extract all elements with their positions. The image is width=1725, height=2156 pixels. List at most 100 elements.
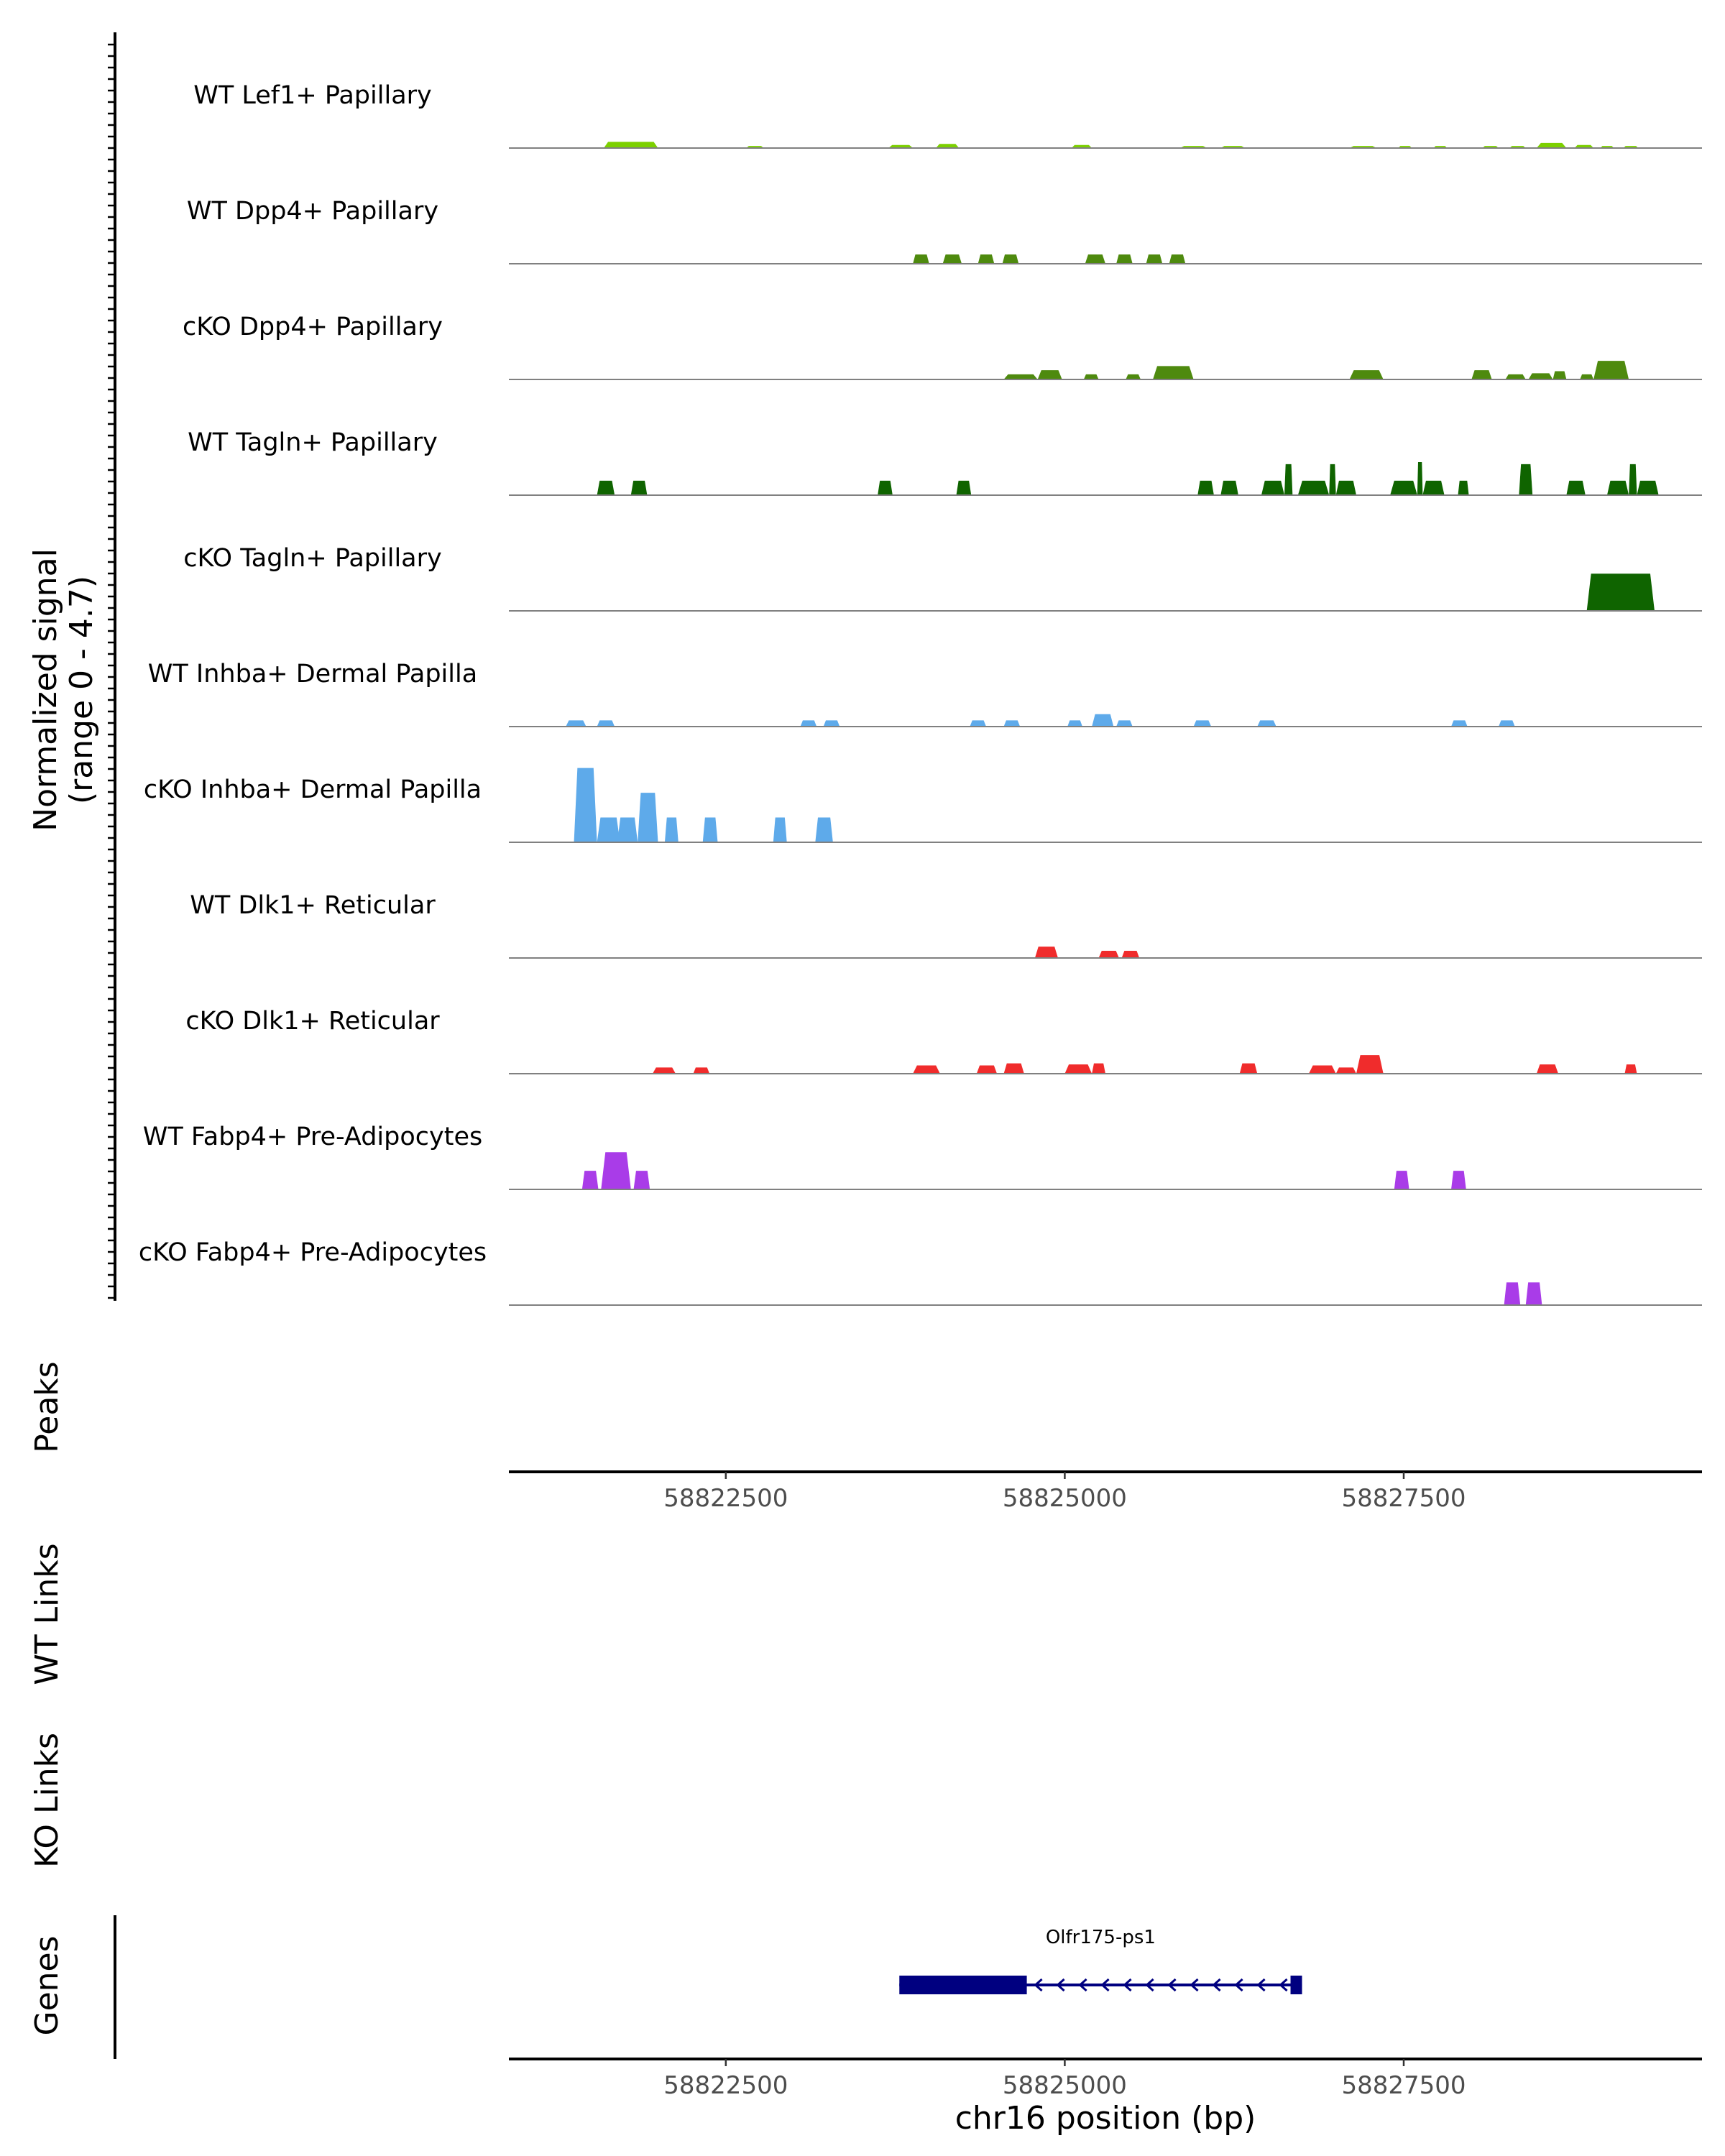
coverage-peak <box>1566 480 1586 495</box>
coverage-peak <box>1519 464 1533 495</box>
coverage-tracks: WT Lef1+ Papillary WT Dpp4+ Papillary cKO … <box>139 81 1702 1306</box>
coverage-peak <box>566 720 586 727</box>
track: cKO Inhba+ Dermal Papilla <box>144 768 1702 843</box>
strand-arrow <box>1256 1978 1266 1992</box>
coverage-peak <box>597 480 615 495</box>
coverage-peak <box>617 817 638 842</box>
peaks-panel-label: Peaks <box>29 1361 65 1452</box>
coverage-peak <box>1034 946 1058 958</box>
coverage-peak <box>1297 480 1330 495</box>
track-label: WT Dpp4+ Papillary <box>187 197 438 226</box>
coverage-peak <box>1329 464 1336 495</box>
track: cKO Dlk1+ Reticular <box>185 1007 1702 1074</box>
gene-exon <box>1290 1976 1302 1994</box>
track-label: cKO Inhba+ Dermal Papilla <box>144 775 482 804</box>
gene-model: Olfr175-ps1 <box>899 1927 1302 1994</box>
peaks-x-axis-ticks: 58822500 58825000 58827500 <box>663 1472 1466 1513</box>
x-tick-label: 58822500 <box>663 1484 788 1513</box>
x-tick-label: 58825000 <box>1003 2071 1127 2100</box>
track-label: WT Inhba+ Dermal Papilla <box>148 660 477 688</box>
coverage-peak <box>1505 374 1526 379</box>
gene-exon <box>899 1976 1027 1994</box>
coverage-peak <box>1525 1282 1542 1305</box>
coverage-peak <box>638 793 658 842</box>
coverage-peak <box>581 1171 599 1189</box>
coverage-peak <box>601 1152 631 1189</box>
signal-axis-ticks <box>108 43 115 1299</box>
coverage-peak <box>823 720 840 727</box>
coverage-peak <box>1284 464 1293 495</box>
coverage-peak <box>1637 480 1659 495</box>
coverage-peak <box>1536 142 1567 148</box>
coverage-peak <box>1098 950 1119 958</box>
coverage-peak <box>773 817 787 842</box>
strand-arrow <box>1034 1978 1043 1992</box>
coverage-peak <box>1085 254 1105 264</box>
coverage-peak <box>1239 1063 1258 1074</box>
coverage-peak <box>664 817 678 842</box>
strand-arrow <box>1212 1978 1221 1992</box>
coverage-peak <box>1116 720 1133 727</box>
coverage-peak <box>1092 1063 1105 1074</box>
track-label: WT Dlk1+ Reticular <box>190 891 436 920</box>
coverage-peak <box>1003 720 1021 727</box>
coverage-peak <box>978 254 995 264</box>
coverage-peak <box>1037 370 1062 379</box>
track: WT Dpp4+ Papillary <box>187 197 1702 264</box>
coverage-peak <box>630 480 648 495</box>
coverage-peak <box>1197 480 1214 495</box>
gene-label: Olfr175-ps1 <box>1046 1927 1156 1948</box>
track: WT Tagln+ Papillary <box>188 428 1702 496</box>
track: WT Fabp4+ Pre-Adipocytes <box>143 1123 1702 1190</box>
coverage-peak <box>597 720 615 727</box>
coverage-peak <box>1146 254 1163 264</box>
strand-arrow <box>1123 1978 1132 1992</box>
coverage-peak <box>1422 480 1445 495</box>
coverage-peak <box>1064 1064 1092 1074</box>
coverage-peak <box>1308 1065 1336 1074</box>
coverage-peak <box>1390 480 1417 495</box>
coverage-peak <box>1002 254 1019 264</box>
coverage-peak <box>1067 720 1082 727</box>
strand-arrow <box>1279 1978 1288 1992</box>
x-tick-label: 58827500 <box>1341 2071 1466 2100</box>
track-label: WT Fabp4+ Pre-Adipocytes <box>143 1123 482 1151</box>
coverage-peak <box>1193 720 1212 727</box>
coverage-peak <box>652 1067 676 1074</box>
coverage-peak <box>1471 370 1492 379</box>
coverage-peak <box>1121 950 1140 958</box>
coverage-peak <box>1580 374 1594 379</box>
coverage-peak <box>1126 374 1141 379</box>
coverage-peak <box>1220 480 1238 495</box>
strand-arrow <box>1078 1978 1087 1992</box>
coverage-peak <box>1335 1067 1356 1074</box>
strand-arrow <box>1145 1978 1154 1992</box>
coverage-peak <box>913 254 929 264</box>
strand-arrow <box>1100 1978 1110 1992</box>
coverage-peak <box>1083 374 1099 379</box>
coverage-peak <box>878 480 893 495</box>
coverage-peak <box>1169 254 1186 264</box>
track-label: WT Lef1+ Papillary <box>193 81 432 110</box>
coverage-peak <box>1003 374 1038 379</box>
track-label: cKO Tagln+ Papillary <box>183 544 442 573</box>
coverage-peak <box>1528 373 1553 379</box>
genes-x-axis-ticks: 58822500 58825000 58827500 <box>663 2059 1466 2100</box>
ko-links-label: KO Links <box>29 1733 65 1868</box>
coverage-peak <box>1394 1171 1409 1189</box>
coverage-peak <box>1153 366 1194 379</box>
coverage-peak <box>1417 462 1423 495</box>
track-label: cKO Dpp4+ Papillary <box>183 313 443 341</box>
coverage-peak <box>1335 480 1356 495</box>
coverage-peak <box>1536 1064 1559 1074</box>
coverage-peak <box>1574 144 1594 148</box>
strand-arrow <box>1190 1978 1199 1992</box>
coverage-peak <box>1451 720 1468 727</box>
coverage-peak <box>1071 144 1092 148</box>
track: cKO Tagln+ Papillary <box>183 544 1702 612</box>
genes-panel-label: Genes <box>29 1935 65 2035</box>
coverage-peak <box>815 817 833 842</box>
x-tick-label: 58825000 <box>1003 1484 1127 1513</box>
coverage-peak <box>1629 464 1637 495</box>
